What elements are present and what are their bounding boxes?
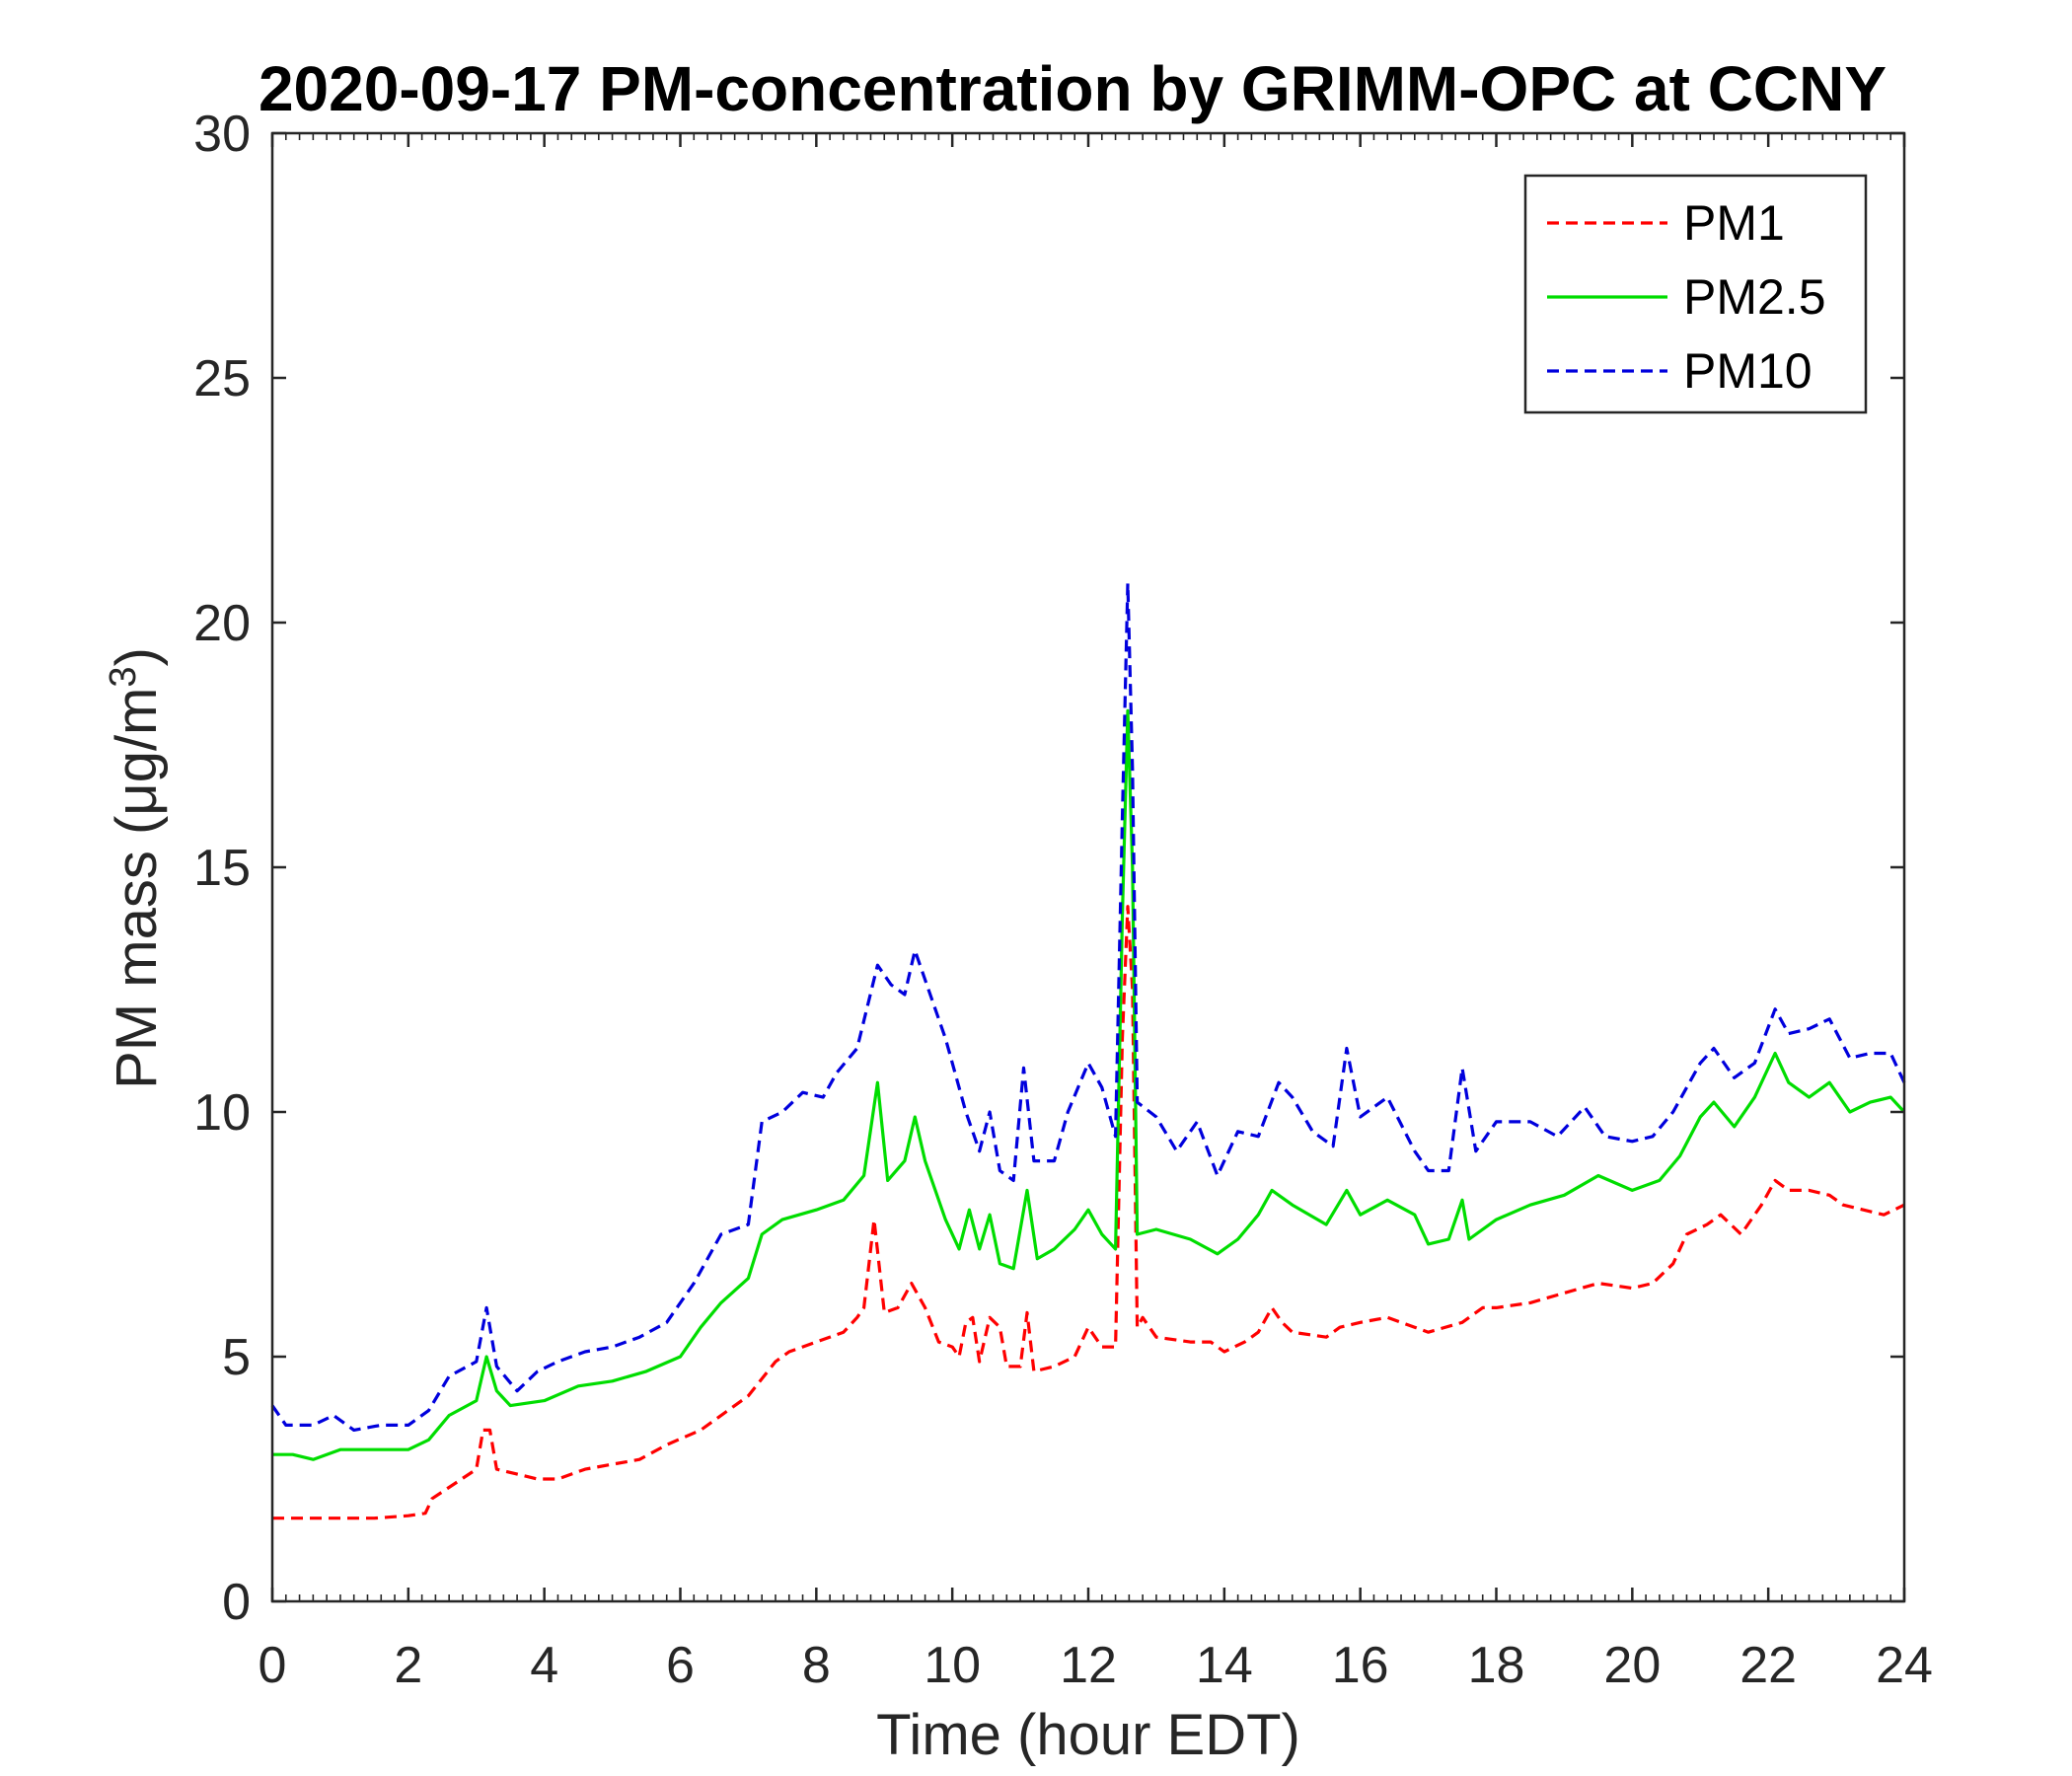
legend-label: PM1 xyxy=(1683,195,1785,251)
y-tick-label: 20 xyxy=(193,595,251,652)
y-tick-label: 25 xyxy=(193,350,251,407)
x-tick-label: 0 xyxy=(259,1637,287,1694)
x-tick-label: 18 xyxy=(1468,1637,1525,1694)
x-tick-label: 10 xyxy=(924,1637,981,1694)
x-tick-label: 14 xyxy=(1196,1637,1253,1694)
y-tick-label: 10 xyxy=(193,1084,251,1142)
x-tick-label: 24 xyxy=(1876,1637,1933,1694)
y-tick-label: 15 xyxy=(193,840,251,897)
legend-box xyxy=(1523,174,1868,414)
x-tick-label: 2 xyxy=(394,1637,422,1694)
x-axis-label: Time (hour EDT) xyxy=(876,1703,1300,1767)
series-line-pm2-5 xyxy=(272,708,1906,1461)
series-line-pm10 xyxy=(270,581,1906,1432)
plot-lines xyxy=(270,581,1906,1520)
legend-label: PM2.5 xyxy=(1683,269,1826,325)
x-tick-label: 12 xyxy=(1060,1637,1117,1694)
series-line-pm1 xyxy=(272,905,1905,1520)
legend: PM1 PM2.5 PM10 xyxy=(1523,174,1868,414)
y-tick-label: 30 xyxy=(193,106,251,163)
y-tick-label: 5 xyxy=(222,1329,251,1386)
chart-title: 2020-09-17 PM-concentration by GRIMM-OPC… xyxy=(259,53,1887,124)
x-tick-label: 16 xyxy=(1332,1637,1389,1694)
x-tick-label: 20 xyxy=(1603,1637,1661,1694)
x-tick-label: 8 xyxy=(802,1637,831,1694)
y-axis-label: PM mass (μg/m3) xyxy=(103,647,169,1089)
legend-label: PM10 xyxy=(1683,343,1813,399)
x-tick-label: 6 xyxy=(666,1637,695,1694)
y-tick-label: 0 xyxy=(222,1574,251,1631)
x-tick-label: 22 xyxy=(1739,1637,1797,1694)
x-tick-label: 4 xyxy=(530,1637,558,1694)
